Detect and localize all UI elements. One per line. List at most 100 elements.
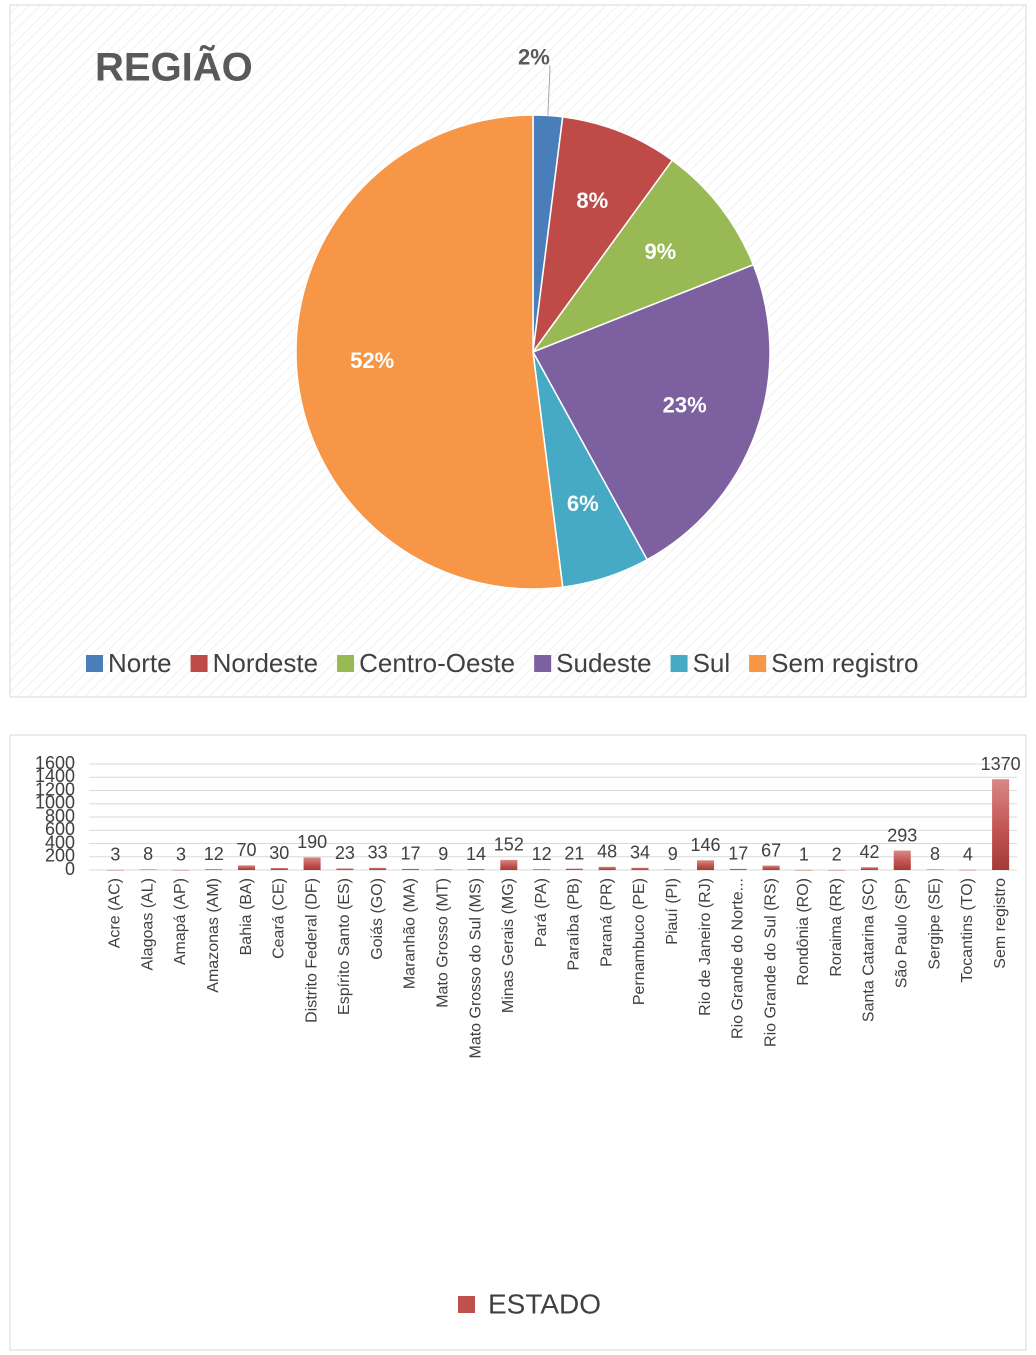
bar: [631, 867, 649, 870]
bar: [336, 868, 354, 870]
y-tick-label: 1600: [35, 753, 75, 773]
pie-slice: [295, 114, 564, 590]
x-tick-label: Rio de Janeiro (RJ): [697, 878, 714, 1016]
x-tick-label: Acre (AC): [107, 878, 124, 948]
data-label: 3: [176, 845, 186, 865]
x-tick-label: Amazonas (AM): [205, 878, 222, 993]
x-tick-label: Paraná (PR): [598, 878, 615, 967]
data-label: 42: [859, 842, 879, 862]
bar: [697, 860, 715, 870]
data-label: 293: [887, 825, 917, 845]
data-label: 34: [630, 842, 650, 862]
x-tick-label: Pará (PA): [533, 878, 550, 947]
x-tick-label: Rondônia (RO): [795, 878, 812, 986]
data-label: 21: [564, 843, 584, 863]
bar: [139, 869, 157, 870]
y-tick-label: 600: [45, 819, 75, 839]
bar: [369, 867, 387, 870]
data-label: 190: [297, 832, 327, 852]
legend-swatch: [190, 655, 208, 672]
data-label: 14: [466, 844, 486, 864]
chart-title: REGIÃO: [95, 44, 253, 90]
data-label: 8: [143, 844, 153, 864]
y-tick-label: 1200: [35, 779, 75, 799]
data-label: 12: [204, 844, 224, 864]
legend-label: Centro-Oeste: [359, 648, 515, 678]
x-tick-label: Ceará (CE): [271, 878, 288, 959]
data-label: 8: [930, 844, 940, 864]
data-label: 2%: [518, 44, 550, 69]
legend-swatch: [534, 655, 552, 672]
x-tick-label: Paraíba (PB): [566, 878, 583, 970]
bar: [992, 779, 1010, 870]
bar: [893, 850, 911, 870]
bar: [467, 869, 485, 870]
x-tick-label: Distrito Federal (DF): [303, 878, 320, 1023]
y-tick-label: 0: [65, 859, 75, 879]
data-label: 48: [597, 842, 617, 862]
data-label: 17: [728, 844, 748, 864]
bar: [434, 869, 452, 870]
data-label: 152: [494, 835, 524, 855]
x-tick-label: Santa Catarina (SC): [861, 878, 878, 1022]
data-label: 146: [691, 835, 721, 855]
bar-panel: [9, 734, 1027, 1351]
bar: [533, 869, 551, 870]
x-tick-label: Pernambuco (PE): [631, 878, 648, 1005]
pie-slice: [532, 116, 674, 353]
bar: [795, 869, 813, 871]
x-tick-label: Roraima (RR): [828, 878, 845, 977]
data-label: 17: [400, 844, 420, 864]
x-tick-label: São Paulo (SP): [893, 878, 910, 988]
data-label: 2: [832, 845, 842, 865]
data-label: 8%: [576, 188, 608, 213]
bar: [860, 867, 878, 870]
legend-label: Norte: [108, 648, 172, 678]
bar: [828, 869, 846, 871]
x-tick-label: Minas Gerais (MG): [500, 878, 517, 1013]
data-label: 1370: [981, 754, 1021, 774]
data-label: 30: [269, 843, 289, 863]
x-tick-label: Sem registro: [992, 878, 1009, 969]
data-label: 70: [237, 840, 257, 860]
data-label: 6%: [567, 491, 599, 516]
x-tick-label: Mato Grosso (MT): [434, 878, 451, 1008]
bar: [106, 869, 124, 871]
data-label: 52%: [350, 348, 394, 373]
y-tick-label: 800: [45, 806, 75, 826]
bar: [172, 869, 190, 871]
x-tick-label: Amapá (AP): [172, 878, 189, 965]
bar: [598, 866, 616, 870]
x-tick-label: Rio Grande do Sul (RS): [762, 878, 779, 1047]
legend-label: ESTADO: [488, 1288, 601, 1319]
bar: [762, 865, 780, 870]
legend-swatch: [458, 1296, 475, 1313]
bar: [959, 869, 977, 871]
x-tick-label: Mato Grosso do Sul (MS): [467, 878, 484, 1059]
data-label: 67: [761, 840, 781, 860]
legend-swatch: [337, 655, 355, 672]
pie-slice: [530, 159, 755, 354]
legend-swatch: [749, 655, 767, 672]
legend-swatch: [86, 655, 103, 672]
bar: [729, 868, 747, 870]
bar: [565, 868, 583, 870]
legend-label: Nordeste: [213, 648, 319, 678]
x-tick-label: Piauí (PI): [664, 878, 681, 945]
data-label: 3: [110, 845, 120, 865]
bar: [303, 857, 321, 870]
y-tick-label: 1000: [35, 793, 75, 813]
bar: [500, 859, 518, 870]
data-label: 9: [668, 844, 678, 864]
data-label: 33: [368, 843, 388, 863]
pie-slice: [531, 263, 771, 561]
data-label: 12: [532, 844, 552, 864]
bar: [270, 868, 288, 870]
x-tick-label: Goiás (GO): [369, 878, 386, 960]
y-tick-label: 1400: [35, 766, 75, 786]
bar: [664, 869, 682, 870]
bar: [401, 868, 419, 870]
bar: [205, 869, 223, 870]
bar: [238, 865, 256, 870]
data-label: 23%: [663, 392, 707, 417]
